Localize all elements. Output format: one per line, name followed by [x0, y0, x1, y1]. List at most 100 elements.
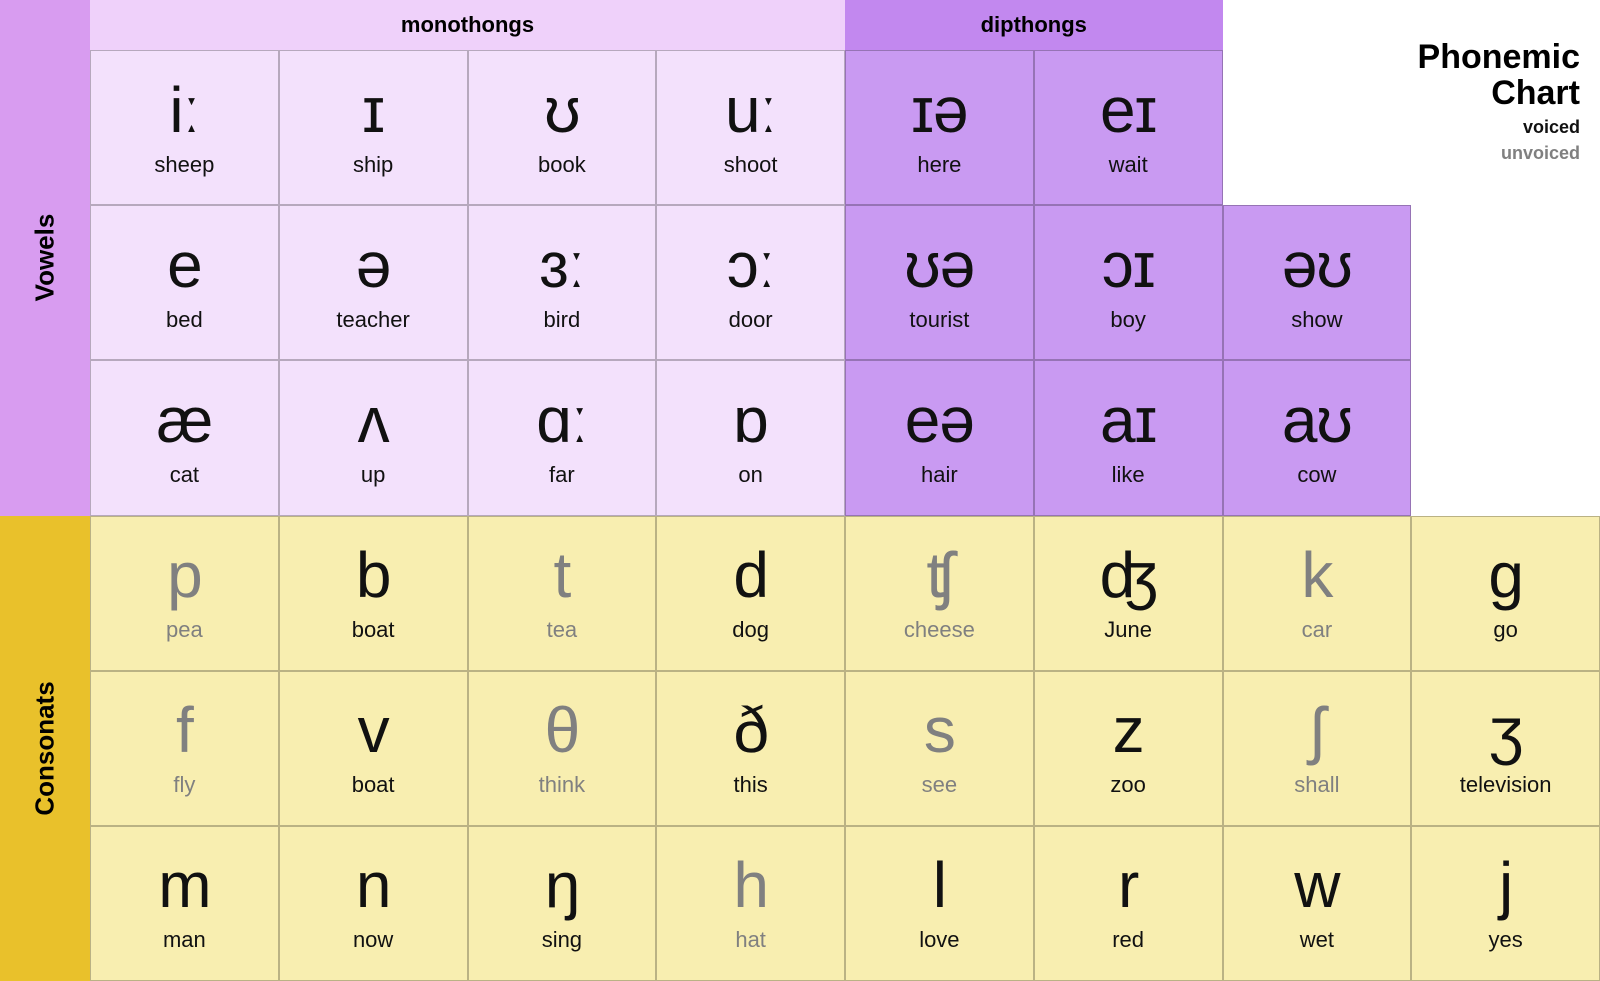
phoneme-cell: ɔːdoor	[656, 205, 845, 360]
phoneme-cell: vboat	[279, 671, 468, 826]
phoneme-cell: ʊbook	[468, 50, 657, 205]
phoneme-cell: wwet	[1223, 826, 1412, 981]
phoneme-example-word: tourist	[909, 307, 969, 333]
phoneme-cell: g go	[1411, 516, 1600, 671]
phoneme-cell: m man	[90, 826, 279, 981]
phoneme-example-word: shall	[1294, 772, 1339, 798]
phoneme-example-word: boy	[1110, 307, 1145, 333]
phoneme-cell: ʃ shall	[1223, 671, 1412, 826]
phoneme-cell: ʧcheese	[845, 516, 1034, 671]
phoneme-cell: æcat	[90, 360, 279, 515]
phoneme-symbol: g	[1488, 543, 1523, 607]
phoneme-cell: ssee	[845, 671, 1034, 826]
legend-voiced: voiced	[1523, 116, 1580, 139]
phoneme-example-word: this	[734, 772, 768, 798]
phoneme-cell: əteacher	[279, 205, 468, 360]
phoneme-symbol: ʧ	[926, 543, 952, 607]
phoneme-example-word: man	[163, 927, 206, 953]
phoneme-cell: aɪlike	[1034, 360, 1223, 515]
phoneme-symbol: ɪ	[362, 78, 384, 142]
phoneme-example-word: up	[361, 462, 385, 488]
phoneme-symbol: ə	[356, 233, 391, 297]
phoneme-example-word: tea	[547, 617, 578, 643]
phoneme-symbol: r	[1118, 853, 1138, 917]
phoneme-symbol: θ	[545, 698, 580, 762]
phoneme-example-word: boat	[352, 617, 395, 643]
phoneme-symbol: n	[356, 853, 391, 917]
phoneme-example-word: go	[1493, 617, 1517, 643]
dipthongs-header: dipthongs	[845, 0, 1223, 50]
phoneme-example-word: think	[539, 772, 585, 798]
phoneme-cell: h hat	[656, 826, 845, 981]
phoneme-example-word: show	[1291, 307, 1342, 333]
phoneme-symbol: l	[933, 853, 946, 917]
phoneme-example-word: cow	[1297, 462, 1336, 488]
phoneme-example-word: on	[738, 462, 762, 488]
chart-title: PhonemicChartvoicedunvoiced	[1223, 0, 1600, 205]
phoneme-example-word: red	[1112, 927, 1144, 953]
phoneme-symbol: b	[356, 543, 391, 607]
phoneme-example-word: now	[353, 927, 393, 953]
phoneme-cell: ŋ sing	[468, 826, 657, 981]
phoneme-cell: ʒ television	[1411, 671, 1600, 826]
phoneme-cell: ðthis	[656, 671, 845, 826]
phoneme-symbol: ɒ	[733, 388, 768, 452]
phoneme-symbol: aʊ	[1282, 388, 1352, 452]
phoneme-example-word: sheep	[154, 152, 214, 178]
phoneme-cell: ɔɪ boy	[1034, 205, 1223, 360]
phoneme-symbol: s	[924, 698, 955, 762]
phoneme-cell: ʤJune	[1034, 516, 1223, 671]
phoneme-symbol: f	[176, 698, 193, 762]
phoneme-symbol: d	[733, 543, 768, 607]
phoneme-cell: ebed	[90, 205, 279, 360]
phoneme-symbol: eɪ	[1100, 78, 1156, 142]
phoneme-symbol: ɪə	[911, 78, 967, 142]
phoneme-cell: r red	[1034, 826, 1223, 981]
phoneme-symbol: ɑː	[536, 388, 587, 452]
phoneme-example-word: shoot	[724, 152, 778, 178]
phoneme-symbol: h	[733, 853, 768, 917]
phoneme-cell: ɑː far	[468, 360, 657, 515]
phoneme-example-word: television	[1460, 772, 1552, 798]
phoneme-symbol: ʌ	[358, 388, 389, 452]
phoneme-cell: ʊətourist	[845, 205, 1034, 360]
phoneme-cell: iːsheep	[90, 50, 279, 205]
legend-unvoiced: unvoiced	[1501, 142, 1580, 165]
vowels-section-label: Vowels	[0, 0, 90, 516]
phoneme-symbol: uː	[725, 78, 776, 142]
phoneme-symbol: m	[158, 853, 210, 917]
phoneme-symbol: e	[167, 233, 202, 297]
phoneme-symbol: ŋ	[545, 853, 580, 917]
phoneme-example-word: car	[1302, 617, 1333, 643]
phoneme-cell: uː shoot	[656, 50, 845, 205]
phoneme-symbol: w	[1294, 853, 1339, 917]
phoneme-cell: aʊ cow	[1223, 360, 1412, 515]
phoneme-cell: jyes	[1411, 826, 1600, 981]
phoneme-cell: ppea	[90, 516, 279, 671]
phoneme-symbol: k	[1301, 543, 1332, 607]
phoneme-symbol: ɜː	[539, 233, 584, 297]
phoneme-symbol: ʤ	[1100, 543, 1157, 607]
phoneme-cell: eəhair	[845, 360, 1034, 515]
blank-space	[1411, 205, 1600, 515]
phoneme-cell: ttea	[468, 516, 657, 671]
phoneme-cell: ɪə here	[845, 50, 1034, 205]
phoneme-example-word: yes	[1489, 927, 1523, 953]
phoneme-example-word: hair	[921, 462, 958, 488]
phoneme-cell: eɪ wait	[1034, 50, 1223, 205]
phoneme-example-word: hat	[735, 927, 766, 953]
phoneme-example-word: sing	[542, 927, 582, 953]
phoneme-example-word: dog	[732, 617, 769, 643]
phoneme-symbol: ʒ	[1489, 698, 1523, 762]
phoneme-symbol: ʃ	[1310, 698, 1323, 762]
phoneme-example-word: here	[917, 152, 961, 178]
phoneme-example-word: ship	[353, 152, 393, 178]
phoneme-cell: ffly	[90, 671, 279, 826]
phoneme-cell: d dog	[656, 516, 845, 671]
phoneme-example-word: wait	[1109, 152, 1148, 178]
phoneme-symbol: æ	[156, 388, 212, 452]
phoneme-example-word: door	[729, 307, 773, 333]
phoneme-symbol: ɔɪ	[1102, 233, 1155, 297]
phoneme-example-word: boat	[352, 772, 395, 798]
phoneme-example-word: far	[549, 462, 575, 488]
